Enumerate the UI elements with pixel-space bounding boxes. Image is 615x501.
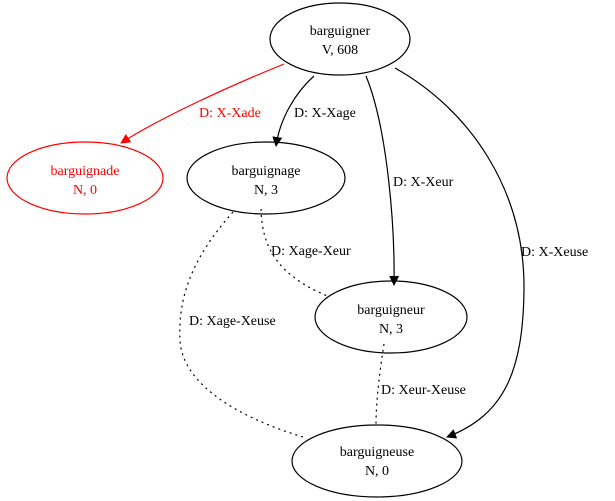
node-barguignade-word: barguignade — [51, 164, 120, 179]
edge-root-eur — [365, 75, 400, 286]
edge-age-euse — [179, 211, 304, 438]
node-barguigneur[interactable]: barguigneur N, 3 — [314, 280, 468, 354]
edge-label-eur-euse: D: Xeur-Xeuse — [381, 383, 466, 398]
node-barguigner-word: barguigner — [310, 24, 371, 39]
node-barguigner-info: V, 608 — [322, 43, 358, 58]
edge-root-ade — [120, 63, 285, 144]
edge-eur-euse — [375, 343, 385, 426]
node-barguigner[interactable]: barguigner V, 608 — [269, 2, 411, 76]
edge-label-age-euse: D: Xage-Xeuse — [189, 314, 276, 329]
edge-label-root-age: D: X-Xage — [294, 106, 356, 121]
edge-label-root-ade: D: X-Xade — [199, 106, 261, 121]
node-barguignade[interactable]: barguignade N, 0 — [6, 141, 164, 215]
node-barguigneur-info: N, 3 — [379, 322, 403, 337]
node-barguignage-info: N, 3 — [254, 183, 278, 198]
node-barguigneur-word: barguigneur — [357, 303, 425, 318]
edge-label-age-eur: D: Xage-Xeur — [271, 244, 351, 259]
edge-label-root-euse: D: X-Xeuse — [521, 245, 588, 260]
edge-label-root-eur: D: X-Xeur — [393, 175, 454, 190]
edge-root-euse — [394, 67, 525, 439]
node-barguigneuse[interactable]: barguigneuse N, 0 — [291, 424, 463, 498]
node-barguigneuse-word: barguigneuse — [340, 445, 414, 460]
node-barguignage[interactable]: barguignage N, 3 — [186, 141, 346, 215]
node-barguignage-word: barguignage — [232, 164, 301, 179]
edge-root-age — [272, 75, 315, 147]
node-barguigneuse-info: N, 0 — [365, 464, 389, 479]
node-barguignade-info: N, 0 — [73, 183, 97, 198]
